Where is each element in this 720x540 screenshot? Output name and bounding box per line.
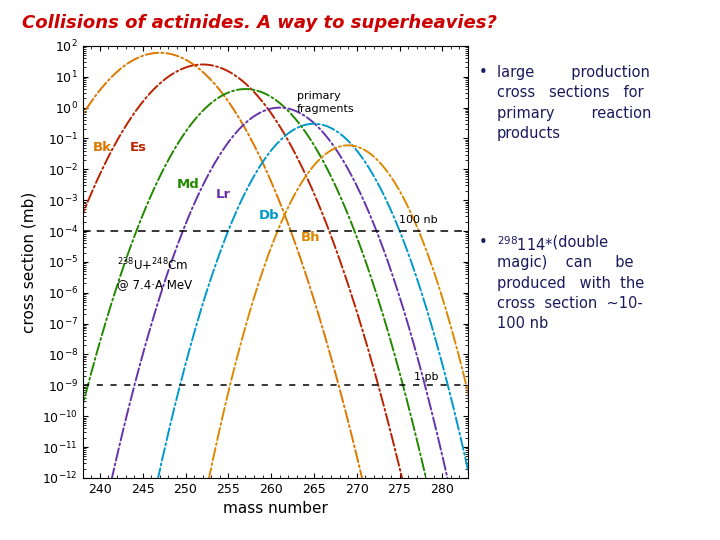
- Text: Db: Db: [258, 209, 279, 222]
- Text: primary
fragments: primary fragments: [297, 91, 354, 114]
- Text: Collisions of actinides. A way to superheavies?: Collisions of actinides. A way to superh…: [22, 14, 497, 31]
- Y-axis label: cross section (mb): cross section (mb): [22, 191, 37, 333]
- Text: Md: Md: [177, 178, 199, 191]
- Text: large        production
cross   sections   for
primary        reaction
products: large production cross sections for prim…: [497, 65, 651, 141]
- Text: Es: Es: [130, 141, 147, 154]
- Text: 1 pb: 1 pb: [413, 372, 438, 382]
- X-axis label: mass number: mass number: [223, 501, 328, 516]
- Text: 100 nb: 100 nb: [400, 215, 438, 225]
- Text: $^{238}$U+$^{248}$Cm
@ 7.4·A MeV: $^{238}$U+$^{248}$Cm @ 7.4·A MeV: [117, 257, 192, 292]
- Text: Bk: Bk: [93, 141, 112, 154]
- Text: Lr: Lr: [215, 187, 230, 200]
- Text: •: •: [479, 235, 487, 250]
- Text: •: •: [479, 65, 487, 80]
- Text: $^{298}$114*: $^{298}$114*: [497, 235, 554, 254]
- Text: (double
magic)    can     be
produced   with  the
cross  section  ~10-
100 nb: (double magic) can be produced with the …: [497, 235, 644, 332]
- Text: Bh: Bh: [301, 231, 320, 244]
